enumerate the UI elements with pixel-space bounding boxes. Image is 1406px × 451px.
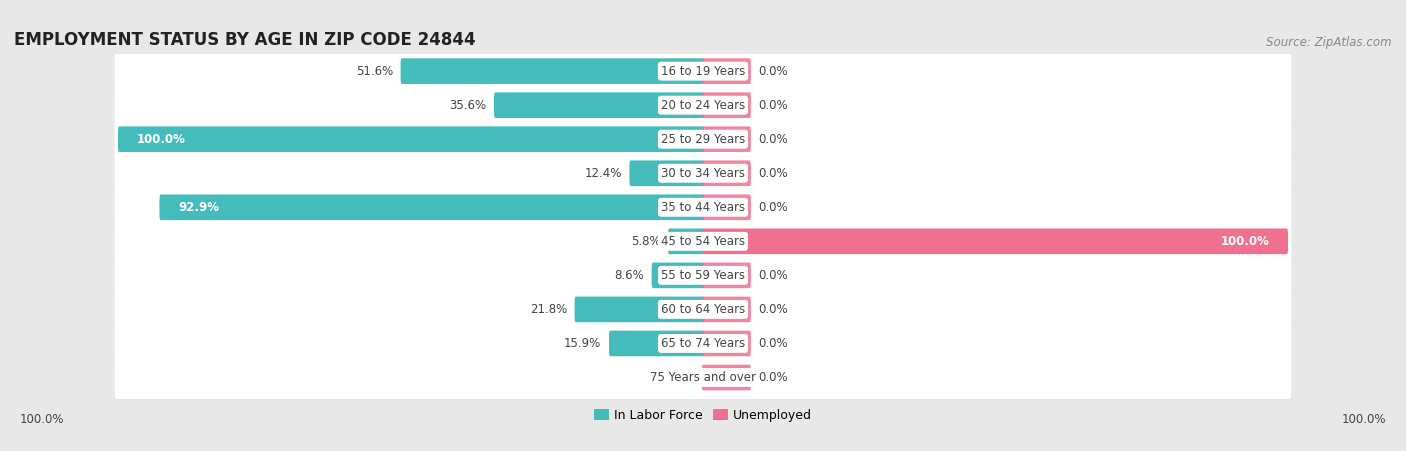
FancyBboxPatch shape bbox=[114, 322, 1292, 365]
Text: 35.6%: 35.6% bbox=[450, 99, 486, 112]
FancyBboxPatch shape bbox=[114, 220, 1292, 264]
FancyBboxPatch shape bbox=[702, 194, 751, 220]
FancyBboxPatch shape bbox=[494, 92, 704, 118]
Text: 25 to 29 Years: 25 to 29 Years bbox=[661, 133, 745, 146]
Text: 92.9%: 92.9% bbox=[179, 201, 219, 214]
FancyBboxPatch shape bbox=[118, 126, 704, 152]
FancyBboxPatch shape bbox=[114, 288, 1292, 331]
FancyBboxPatch shape bbox=[702, 126, 751, 152]
FancyBboxPatch shape bbox=[114, 152, 1292, 195]
FancyBboxPatch shape bbox=[114, 152, 1292, 196]
FancyBboxPatch shape bbox=[702, 229, 1288, 254]
FancyBboxPatch shape bbox=[702, 92, 751, 118]
Text: 0.0%: 0.0% bbox=[758, 201, 789, 214]
Text: 8.6%: 8.6% bbox=[614, 269, 644, 282]
Text: 45 to 54 Years: 45 to 54 Years bbox=[661, 235, 745, 248]
Text: 12.4%: 12.4% bbox=[585, 167, 621, 180]
FancyBboxPatch shape bbox=[609, 331, 704, 356]
Legend: In Labor Force, Unemployed: In Labor Force, Unemployed bbox=[589, 404, 817, 427]
FancyBboxPatch shape bbox=[114, 220, 1292, 263]
Text: 55 to 59 Years: 55 to 59 Years bbox=[661, 269, 745, 282]
FancyBboxPatch shape bbox=[702, 58, 751, 84]
FancyBboxPatch shape bbox=[114, 84, 1292, 128]
Text: 5.8%: 5.8% bbox=[631, 235, 661, 248]
Text: 100.0%: 100.0% bbox=[136, 133, 186, 146]
FancyBboxPatch shape bbox=[114, 356, 1292, 399]
FancyBboxPatch shape bbox=[651, 262, 704, 288]
FancyBboxPatch shape bbox=[114, 254, 1292, 298]
Text: 100.0%: 100.0% bbox=[20, 413, 65, 426]
FancyBboxPatch shape bbox=[114, 50, 1292, 93]
FancyBboxPatch shape bbox=[630, 161, 704, 186]
Text: 21.8%: 21.8% bbox=[530, 303, 567, 316]
Text: EMPLOYMENT STATUS BY AGE IN ZIP CODE 24844: EMPLOYMENT STATUS BY AGE IN ZIP CODE 248… bbox=[14, 31, 475, 49]
FancyBboxPatch shape bbox=[114, 288, 1292, 331]
FancyBboxPatch shape bbox=[702, 297, 751, 322]
FancyBboxPatch shape bbox=[114, 117, 1292, 161]
Text: 100.0%: 100.0% bbox=[1341, 413, 1386, 426]
Text: 65 to 74 Years: 65 to 74 Years bbox=[661, 337, 745, 350]
FancyBboxPatch shape bbox=[702, 331, 751, 356]
FancyBboxPatch shape bbox=[401, 58, 704, 84]
Text: 35 to 44 Years: 35 to 44 Years bbox=[661, 201, 745, 214]
Text: 30 to 34 Years: 30 to 34 Years bbox=[661, 167, 745, 180]
FancyBboxPatch shape bbox=[114, 83, 1292, 127]
FancyBboxPatch shape bbox=[575, 297, 704, 322]
Text: 0.0%: 0.0% bbox=[758, 337, 789, 350]
FancyBboxPatch shape bbox=[114, 253, 1292, 297]
FancyBboxPatch shape bbox=[114, 118, 1292, 161]
Text: 0.0%: 0.0% bbox=[758, 99, 789, 112]
FancyBboxPatch shape bbox=[114, 49, 1292, 93]
Text: 0.0%: 0.0% bbox=[758, 167, 789, 180]
Text: 60 to 64 Years: 60 to 64 Years bbox=[661, 303, 745, 316]
FancyBboxPatch shape bbox=[702, 262, 751, 288]
FancyBboxPatch shape bbox=[702, 161, 751, 186]
Text: Source: ZipAtlas.com: Source: ZipAtlas.com bbox=[1267, 36, 1392, 49]
Text: 0.0%: 0.0% bbox=[758, 303, 789, 316]
Text: 20 to 24 Years: 20 to 24 Years bbox=[661, 99, 745, 112]
Text: 100.0%: 100.0% bbox=[1220, 235, 1270, 248]
FancyBboxPatch shape bbox=[114, 322, 1292, 366]
FancyBboxPatch shape bbox=[702, 365, 751, 390]
Text: 0.0%: 0.0% bbox=[758, 269, 789, 282]
Text: 0.0%: 0.0% bbox=[758, 371, 789, 384]
FancyBboxPatch shape bbox=[114, 356, 1292, 400]
Text: 51.6%: 51.6% bbox=[356, 64, 392, 78]
Text: 0.0%: 0.0% bbox=[758, 64, 789, 78]
Text: 0.0%: 0.0% bbox=[665, 371, 695, 384]
FancyBboxPatch shape bbox=[114, 186, 1292, 230]
Text: 75 Years and over: 75 Years and over bbox=[650, 371, 756, 384]
Text: 16 to 19 Years: 16 to 19 Years bbox=[661, 64, 745, 78]
Text: 0.0%: 0.0% bbox=[758, 133, 789, 146]
Text: 15.9%: 15.9% bbox=[564, 337, 602, 350]
FancyBboxPatch shape bbox=[114, 185, 1292, 229]
FancyBboxPatch shape bbox=[159, 194, 704, 220]
FancyBboxPatch shape bbox=[668, 229, 704, 254]
